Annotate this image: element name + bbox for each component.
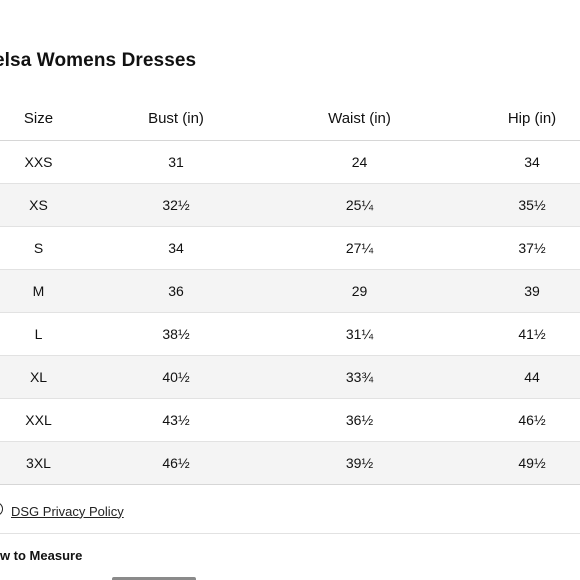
table-row: XL 40½ 33¾ 44: [0, 355, 580, 399]
cell-waist: 31¼: [255, 312, 464, 356]
cell-hip: 46½: [464, 398, 580, 442]
privacy-icon: [0, 502, 3, 516]
measure-image-thumbnail: [112, 577, 196, 580]
how-to-measure-heading[interactable]: ow to Measure: [0, 548, 83, 563]
cell-waist: 25¼: [255, 183, 464, 227]
cell-size: XXL: [0, 398, 97, 442]
header-size: Size: [0, 97, 97, 141]
cell-bust: 43½: [97, 398, 255, 442]
table-row: XS 32½ 25¼ 35½: [0, 183, 580, 227]
cell-waist: 33¾: [255, 355, 464, 399]
table-row: 3XL 46½ 39½ 49½: [0, 441, 580, 485]
cell-bust: 36: [97, 269, 255, 313]
cell-bust: 32½: [97, 183, 255, 227]
table-row: M 36 29 39: [0, 269, 580, 313]
cell-bust: 38½: [97, 312, 255, 356]
cell-waist: 29: [255, 269, 464, 313]
table-row: L 38½ 31¼ 41½: [0, 312, 580, 356]
section-divider: [0, 533, 580, 534]
page-title: elsa Womens Dresses: [0, 50, 197, 71]
table-row: XXL 43½ 36½ 46½: [0, 398, 580, 442]
cell-waist: 39½: [255, 441, 464, 485]
cell-size: XXS: [0, 140, 97, 184]
cell-hip: 39: [464, 269, 580, 313]
cell-size: L: [0, 312, 97, 356]
privacy-policy-link[interactable]: DSG Privacy Policy: [11, 503, 124, 519]
table-header-row: Size Bust (in) Waist (in) Hip (in): [0, 97, 580, 141]
cell-bust: 40½: [97, 355, 255, 399]
cell-hip: 37½: [464, 226, 580, 270]
header-hip: Hip (in): [464, 97, 580, 141]
cell-bust: 34: [97, 226, 255, 270]
cell-size: M: [0, 269, 97, 313]
cell-hip: 49½: [464, 441, 580, 485]
cell-size: XL: [0, 355, 97, 399]
table-row: XXS 31 24 34: [0, 140, 580, 184]
cell-waist: 36½: [255, 398, 464, 442]
cell-bust: 31: [97, 140, 255, 184]
cell-hip: 41½: [464, 312, 580, 356]
privacy-policy-row: DSG Privacy Policy: [0, 500, 124, 522]
table-row: S 34 27¼ 37½: [0, 226, 580, 270]
cell-hip: 35½: [464, 183, 580, 227]
cell-waist: 24: [255, 140, 464, 184]
size-chart-table: Size Bust (in) Waist (in) Hip (in) XXS 3…: [0, 97, 580, 485]
cell-size: 3XL: [0, 441, 97, 485]
cell-size: S: [0, 226, 97, 270]
header-bust: Bust (in): [97, 97, 255, 141]
cell-bust: 46½: [97, 441, 255, 485]
cell-waist: 27¼: [255, 226, 464, 270]
header-waist: Waist (in): [255, 97, 464, 141]
cell-hip: 34: [464, 140, 580, 184]
cell-size: XS: [0, 183, 97, 227]
cell-hip: 44: [464, 355, 580, 399]
